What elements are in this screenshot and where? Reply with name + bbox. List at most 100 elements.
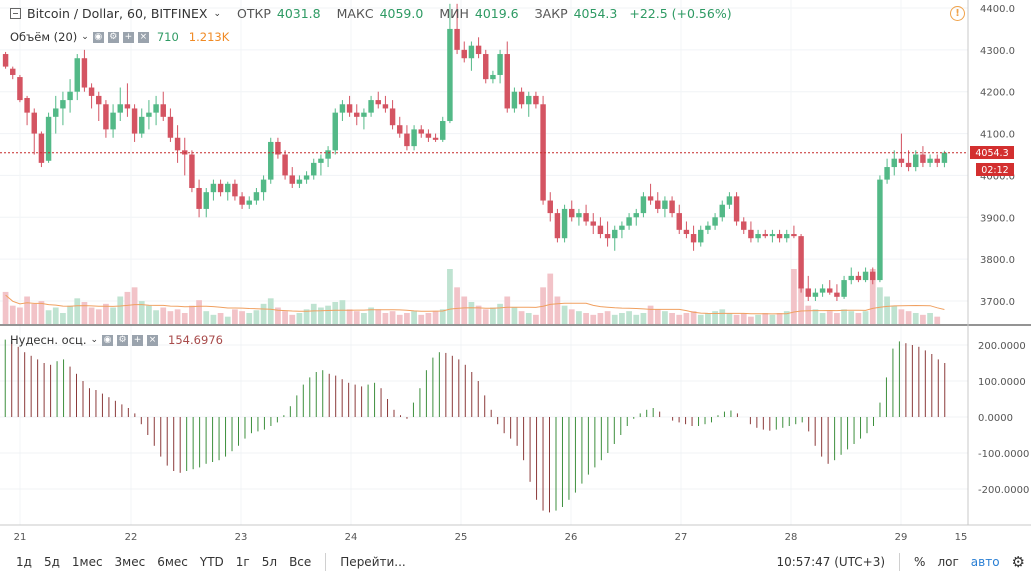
- price-tick-label: 3700.0: [980, 297, 1015, 308]
- clock-label[interactable]: 10:57:47 (UTC+3): [776, 555, 886, 569]
- candle-body: [934, 158, 940, 163]
- volume-bar: [88, 307, 95, 324]
- volume-bar: [927, 313, 933, 324]
- candle-body: [339, 104, 346, 113]
- warning-icon[interactable]: !: [950, 6, 965, 21]
- volume-bar: [533, 314, 539, 324]
- volume-bar: [196, 300, 202, 324]
- volume-ma-path: [5, 294, 945, 315]
- candle-body: [547, 200, 553, 214]
- time-tick-label: 28: [785, 532, 798, 543]
- candle-body: [167, 116, 174, 138]
- volume-bar: [2, 291, 9, 324]
- volume-bar: [547, 273, 554, 324]
- range-button[interactable]: 3мес: [114, 555, 146, 569]
- auto-toggle[interactable]: авто: [970, 555, 1000, 569]
- price-tick-label: 4200.0: [980, 88, 1015, 99]
- collapse-icon[interactable]: [10, 8, 21, 19]
- candle-body: [719, 204, 725, 218]
- range-button[interactable]: 5л: [261, 555, 278, 569]
- volume-title[interactable]: Объём (20): [10, 30, 78, 44]
- last-price-box: [970, 146, 1014, 159]
- volume-bar: [432, 311, 439, 324]
- log-toggle[interactable]: лог: [937, 555, 959, 569]
- range-button[interactable]: YTD: [199, 555, 224, 569]
- low-value: 4019.6: [474, 6, 519, 21]
- add-icon[interactable]: +: [132, 334, 144, 346]
- volume-bar: [396, 314, 403, 324]
- candle-body: [576, 213, 582, 218]
- close-icon[interactable]: ×: [137, 31, 149, 43]
- volume-bar: [755, 314, 761, 324]
- chevron-down-icon[interactable]: ⌄: [81, 32, 89, 42]
- osc-tick-label: -200.0000: [978, 485, 1029, 496]
- volume-value: 710: [156, 30, 179, 44]
- candle-body: [60, 100, 66, 109]
- oscillator-title[interactable]: Нудесн. осц.: [10, 333, 87, 347]
- add-icon[interactable]: +: [122, 31, 134, 43]
- candle-body: [784, 234, 790, 239]
- symbol-title[interactable]: Bitcoin / Dollar, 60, BITFINEX: [27, 6, 208, 21]
- volume-bar: [740, 313, 747, 324]
- volume-bar: [898, 309, 905, 324]
- volume-ma-line: [5, 294, 945, 315]
- candle-body: [898, 158, 905, 163]
- candle-body: [504, 54, 510, 109]
- time-tick-label: 15: [955, 532, 968, 543]
- candle-body: [905, 162, 912, 168]
- candle-body: [748, 229, 754, 239]
- eye-icon[interactable]: ◉: [92, 31, 104, 43]
- candle-body: [88, 87, 95, 96]
- candle-body: [590, 221, 596, 226]
- low-label: МИН: [439, 6, 469, 21]
- settings-icon[interactable]: ⚙: [117, 334, 129, 346]
- volume-bar: [375, 309, 382, 324]
- settings-icon[interactable]: ⚙: [107, 31, 119, 43]
- volume-bar: [583, 313, 589, 324]
- candle-body: [662, 200, 668, 209]
- volume-bar: [439, 309, 446, 324]
- candle-body: [67, 91, 73, 101]
- volume-bar: [640, 313, 647, 324]
- countdown-box: [976, 163, 1014, 176]
- candle-body: [741, 221, 747, 230]
- volume-bar: [920, 314, 926, 324]
- time-tick-label: 22: [125, 532, 138, 543]
- range-button[interactable]: 5д: [43, 555, 60, 569]
- candle-body: [819, 288, 826, 293]
- volume-bar: [518, 311, 525, 324]
- candle-body: [31, 112, 37, 134]
- oscillator-value: 154.6976: [168, 333, 223, 347]
- candle-body: [389, 108, 396, 126]
- last-price-tag: 4054.3 02:12: [970, 146, 1014, 176]
- candle-body: [160, 104, 166, 117]
- chart-canvas[interactable]: 4400.0 4300.0 4200.0 4100.0 4000.0 3900.0 3800…: [0, 0, 1031, 547]
- range-button[interactable]: 6мес: [157, 555, 188, 569]
- candle-body: [432, 137, 439, 140]
- last-price-label: 4054.3: [975, 148, 1008, 159]
- range-button[interactable]: 1д: [16, 555, 32, 569]
- volume-bar: [318, 307, 324, 324]
- volume-bar: [841, 309, 847, 324]
- candle-body: [196, 187, 202, 209]
- candle-body: [526, 95, 532, 105]
- candle-body: [289, 175, 295, 184]
- time-tick-label: 27: [675, 532, 688, 543]
- close-icon[interactable]: ×: [147, 334, 159, 346]
- gear-icon[interactable]: ⚙: [1011, 553, 1025, 571]
- volume-bar: [275, 307, 281, 324]
- goto-button[interactable]: Перейти...: [340, 555, 406, 569]
- change-value: +22.5 (+0.56%): [629, 6, 732, 21]
- range-button[interactable]: 1мес: [71, 555, 103, 569]
- volume-bar: [611, 314, 618, 324]
- range-button[interactable]: 1г: [235, 555, 250, 569]
- chevron-down-icon[interactable]: ⌄: [90, 335, 99, 345]
- volume-bars: [2, 269, 941, 324]
- time-tick-label: 21: [14, 532, 27, 543]
- range-button[interactable]: Все: [289, 555, 312, 569]
- volume-bar: [576, 311, 582, 324]
- chevron-down-icon[interactable]: ⌄: [213, 8, 221, 19]
- volume-bar: [934, 316, 941, 324]
- eye-icon[interactable]: ◉: [102, 334, 114, 346]
- percent-toggle[interactable]: %: [914, 555, 926, 569]
